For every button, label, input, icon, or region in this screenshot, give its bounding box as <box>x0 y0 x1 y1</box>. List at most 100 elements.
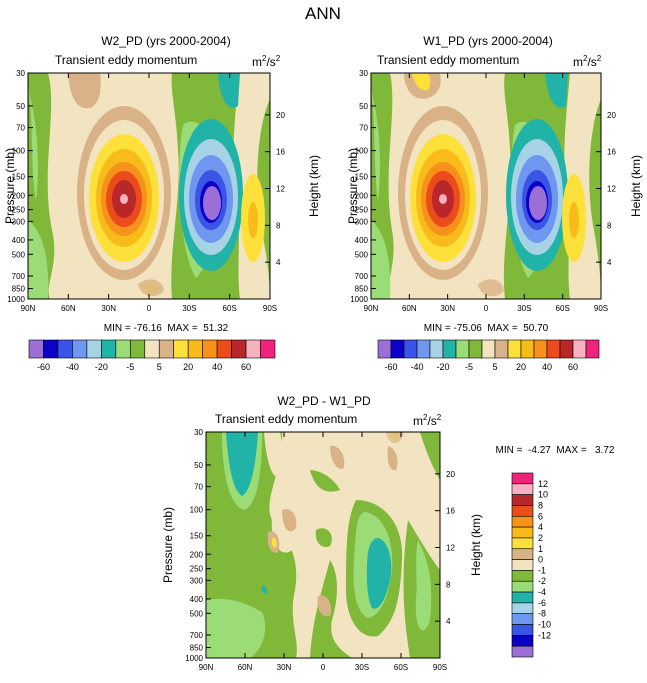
colorbar-swatch <box>481 339 496 359</box>
y-tick-label: 50 <box>194 461 203 470</box>
colorbar-swatch <box>202 339 218 359</box>
y-tick-label: 400 <box>12 236 26 245</box>
colorbar-swatch <box>86 339 102 359</box>
colorbar-label: -10 <box>538 620 551 630</box>
colorbar-label: -40 <box>66 362 79 372</box>
colorbar-label: -1 <box>538 565 546 575</box>
y-tick-label-right: 8 <box>607 221 612 230</box>
x-tick-label: 60N <box>61 304 76 313</box>
colorbar-label: -60 <box>384 362 397 372</box>
units-label: m2/s2 <box>573 54 602 69</box>
colorbar-swatch <box>511 613 534 625</box>
y-tick-label: 200 <box>355 191 369 200</box>
colorbar-swatch <box>511 580 534 593</box>
y-tick-label-right: 16 <box>276 148 285 157</box>
colorbar-label: 8 <box>538 500 543 510</box>
colorbar-label: -8 <box>538 609 546 619</box>
units-label: m2/s2 <box>413 413 442 428</box>
colorbar-swatch <box>416 339 431 359</box>
panel-subtitle: Transient eddy momentum <box>377 53 519 67</box>
y-tick-label-right: 20 <box>446 470 455 479</box>
y-tick-label: 300 <box>190 576 204 585</box>
y-tick-label: 200 <box>190 550 204 559</box>
colorbar-swatch <box>187 339 203 359</box>
units-label: m2/s2 <box>252 54 281 69</box>
y-tick-label: 1000 <box>7 295 25 304</box>
colorbar-swatch <box>43 339 59 359</box>
colorbar-label: -20 <box>436 362 449 372</box>
x-tick-label: 90S <box>433 663 447 672</box>
y-tick-label: 30 <box>359 69 368 78</box>
colorbar-swatch <box>390 339 405 359</box>
colorbar-swatch <box>520 339 535 359</box>
y-tick-label: 150 <box>12 173 26 182</box>
colorbar-swatch <box>511 494 534 506</box>
colorbar-swatch <box>511 645 534 658</box>
colorbar-label: 60 <box>568 362 578 372</box>
x-tick-label: 30N <box>277 663 292 672</box>
x-tick-label: 90S <box>594 304 608 313</box>
y-tick-label: 400 <box>190 595 204 604</box>
y-tick-label: 1000 <box>350 295 368 304</box>
y-tick-label-right: 4 <box>276 258 281 267</box>
colorbar-label: -5 <box>126 362 134 372</box>
colorbar-swatch <box>57 339 73 359</box>
y-tick-label-right: 4 <box>607 258 612 267</box>
colorbar-label: 20 <box>516 362 526 372</box>
colorbar-swatch <box>455 339 470 359</box>
colorbar-label: 5 <box>157 362 162 372</box>
y-tick-label: 100 <box>190 506 204 515</box>
x-tick-label: 30S <box>182 304 196 313</box>
y-tick-label: 70 <box>359 124 368 133</box>
colorbar-swatch <box>511 635 534 647</box>
y-axis-label-right: Height (km) <box>469 514 483 576</box>
y-tick-label: 200 <box>12 191 26 200</box>
colorbar-label: -2 <box>538 576 546 586</box>
y-tick-label: 850 <box>12 285 26 294</box>
x-tick-label: 0 <box>484 304 489 313</box>
colorbar-label: -60 <box>37 362 50 372</box>
colorbar-label: -40 <box>410 362 423 372</box>
x-tick-label: 60S <box>556 304 570 313</box>
y-tick-label: 100 <box>355 147 369 156</box>
panel-title: W1_PD (yrs 2000-2004) <box>423 34 552 48</box>
y-tick-label: 1000 <box>185 654 203 663</box>
colorbar-swatch <box>144 339 160 359</box>
y-axis-label: Pressure (mb) <box>161 507 175 583</box>
colorbar-label: 4 <box>538 522 543 532</box>
colorbar-label: 5 <box>492 362 497 372</box>
panel-title: W2_PD - W1_PD <box>277 394 371 408</box>
y-tick-label-right: 16 <box>607 148 616 157</box>
colorbar-label: -12 <box>538 630 551 640</box>
colorbar-label: -20 <box>95 362 108 372</box>
colorbar-swatch <box>245 339 261 359</box>
min-max-label: MIN = -4.27 MAX = 3.72 <box>496 445 615 456</box>
y-tick-label: 250 <box>12 206 26 215</box>
colorbar: -60 -40 -20 -5 5 20 40 60 <box>28 339 276 372</box>
x-tick-label: 90N <box>21 304 36 313</box>
y-tick-label: 400 <box>355 236 369 245</box>
panel-diff: W2_PD - W1_PD Transient eddy momentum m2… <box>161 394 615 672</box>
x-tick-label: 60N <box>238 663 253 672</box>
y-tick-label: 700 <box>12 272 26 281</box>
colorbar-swatch <box>377 339 392 359</box>
contour-field <box>371 73 601 299</box>
x-tick-label: 0 <box>147 304 152 313</box>
colorbar-label: 40 <box>542 362 552 372</box>
x-tick-label: 90N <box>364 304 379 313</box>
colorbar-swatch <box>511 472 534 485</box>
y-tick-label: 50 <box>359 102 368 111</box>
y-axis-label-right: Height (km) <box>307 155 321 217</box>
y-axis-label: Pressure (mb) <box>346 148 360 224</box>
y-tick-label-right: 16 <box>446 507 455 516</box>
panel-w2: W2_PD (yrs 2000-2004) Transient eddy mom… <box>3 34 321 372</box>
y-tick-label: 500 <box>12 250 26 259</box>
colorbar-swatch <box>173 339 189 359</box>
colorbar-swatch <box>468 339 483 359</box>
colorbar-label: 60 <box>241 362 251 372</box>
colorbar-swatch <box>429 339 444 359</box>
y-tick-label-right: 20 <box>607 111 616 120</box>
y-tick-label: 150 <box>190 532 204 541</box>
